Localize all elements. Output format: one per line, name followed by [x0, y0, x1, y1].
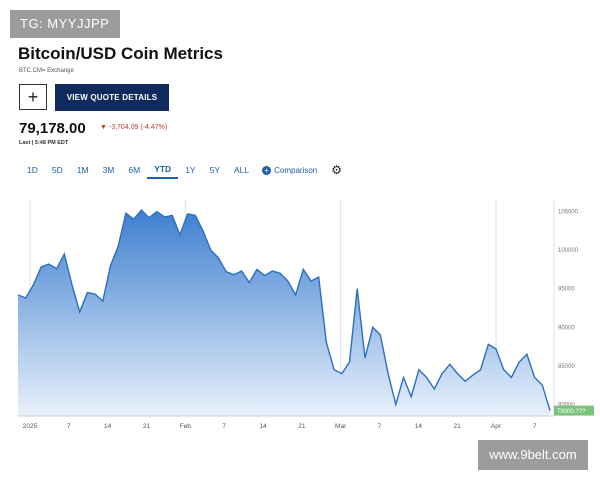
x-tick-label: 7 [222, 423, 226, 430]
price-chart-svg: 2025 7 14 21 Feb 7 14 21 Mar 7 14 21 Apr 7 80000 85000 9… [17, 200, 594, 430]
y-tick-label: 80000 [558, 402, 575, 408]
time-range-tabs: 1D 5D 1M 3M 6M YTD 1Y 5Y ALL + Compariso… [20, 161, 343, 179]
watermark-badge-bottom: www.9belt.com [478, 440, 588, 470]
y-tick-label: 90000 [558, 325, 575, 331]
x-tick-label: 7 [378, 423, 382, 430]
range-tab-1d[interactable]: 1D [27, 165, 38, 175]
range-tab-all[interactable]: ALL [234, 165, 250, 175]
x-tick-label: 21 [298, 423, 306, 430]
x-tick-label: 14 [259, 423, 267, 430]
x-tick-label: 7 [67, 423, 71, 430]
x-tick-label: 2025 [23, 423, 38, 430]
range-tab-5y[interactable]: 5Y [209, 165, 220, 175]
x-tick-label: Mar [335, 423, 347, 430]
current-price: 79,178.00 [19, 120, 86, 137]
range-tab-3m[interactable]: 3M [102, 165, 115, 175]
price-change: ▼ -3,704.09 (-4.47%) [100, 124, 168, 131]
y-tick-label: 100000 [558, 248, 579, 254]
plus-circle-icon[interactable]: + [262, 165, 272, 175]
x-tick-label: 14 [415, 423, 423, 430]
range-tab-5d[interactable]: 5D [51, 165, 63, 175]
last-updated: Last | 5:48 PM EDT [19, 140, 69, 146]
y-tick-label: 105000 [558, 210, 579, 216]
x-tick-label: 21 [143, 423, 151, 430]
y-tick-label: 95000 [558, 287, 575, 293]
y-tick-label: 85000 [558, 364, 575, 370]
x-tick-label: 21 [454, 423, 462, 430]
range-tab-1y[interactable]: 1Y [185, 165, 196, 175]
x-tick-label: 14 [104, 423, 112, 430]
last-value-marker [554, 405, 594, 416]
range-tab-ytd[interactable]: YTD [147, 161, 179, 179]
price-line [17, 208, 551, 411]
price-chart: 2025 7 14 21 Feb 7 14 21 Mar 7 14 21 Apr 7 80000 85000 9… [10, 196, 598, 440]
view-quote-details-button[interactable]: VIEW QUOTE DETAILS [55, 84, 169, 111]
x-tick-label: Feb [180, 423, 192, 430]
gear-icon[interactable]: ⚙ [331, 163, 343, 177]
range-tab-6m[interactable]: 6M [128, 165, 141, 175]
x-tick-label: Apr [491, 423, 502, 430]
exchange-subtitle: BTC.CM= Exchange [19, 68, 74, 74]
add-to-watchlist-button[interactable]: + [19, 84, 47, 110]
price-area [18, 210, 550, 416]
range-tab-1m[interactable]: 1M [76, 165, 89, 175]
x-tick-label: 7 [533, 423, 537, 430]
page-title: Bitcoin/USD Coin Metrics [18, 44, 223, 63]
comparison-button[interactable]: Comparison [274, 165, 318, 175]
last-value-label: 79000.??? [557, 409, 586, 415]
watermark-badge-top: TG: MYYJJPP [10, 10, 120, 38]
